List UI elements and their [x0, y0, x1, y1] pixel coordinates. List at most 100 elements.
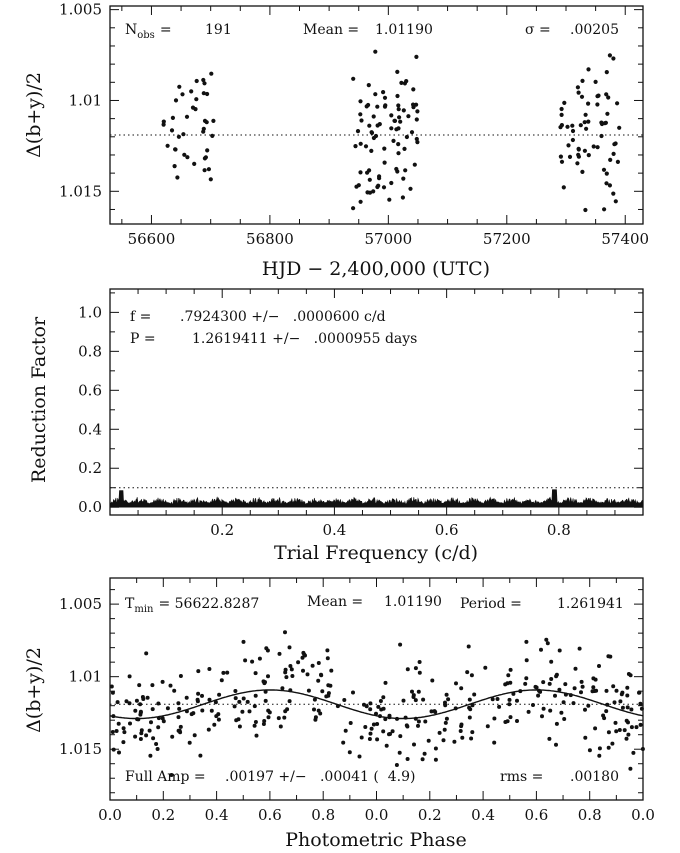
- data-point: [583, 707, 587, 712]
- data-point: [290, 674, 295, 678]
- data-point: [116, 721, 121, 726]
- panel3-amp-label: Full Amp =: [125, 769, 206, 785]
- data-point: [576, 90, 581, 95]
- data-point: [173, 147, 178, 152]
- data-point: [261, 679, 266, 684]
- data-point: [207, 697, 212, 702]
- panel3-mean-label: Mean =: [307, 594, 363, 610]
- data-point: [593, 677, 598, 682]
- data-point: [614, 688, 619, 693]
- data-point: [384, 743, 389, 748]
- data-point: [359, 118, 364, 123]
- data-point: [508, 715, 513, 720]
- data-point: [503, 682, 508, 687]
- data-point: [137, 683, 142, 688]
- data-point: [264, 646, 269, 651]
- data-point: [172, 164, 177, 169]
- x-tick-label: 0.6: [435, 521, 459, 539]
- data-point: [369, 130, 374, 135]
- data-point: [541, 680, 546, 685]
- data-point: [460, 735, 465, 740]
- data-point: [209, 71, 214, 76]
- data-point: [165, 143, 170, 148]
- data-point: [416, 719, 421, 724]
- data-point: [541, 706, 546, 711]
- data-point: [156, 725, 161, 730]
- data-point: [193, 107, 198, 112]
- x-tick-label: 0.8: [578, 806, 602, 824]
- data-point: [253, 671, 258, 676]
- data-point: [394, 763, 399, 767]
- data-point: [580, 169, 585, 174]
- data-point: [194, 97, 199, 102]
- data-point: [369, 726, 374, 731]
- data-point: [531, 703, 535, 707]
- panel2-frame: [109, 288, 644, 516]
- data-point: [325, 648, 330, 653]
- data-point: [414, 117, 419, 122]
- data-point: [604, 70, 609, 75]
- data-point: [497, 704, 502, 709]
- data-point: [507, 702, 512, 707]
- data-point: [544, 637, 549, 642]
- data-point: [187, 740, 192, 745]
- data-point: [144, 733, 149, 738]
- data-point: [611, 191, 616, 196]
- data-point: [377, 174, 382, 179]
- data-point: [351, 76, 356, 81]
- data-point: [524, 658, 529, 663]
- data-point: [300, 655, 305, 660]
- data-point: [240, 709, 245, 714]
- data-point: [348, 721, 353, 725]
- data-point: [363, 725, 368, 729]
- data-point: [524, 639, 529, 644]
- data-point: [253, 720, 258, 724]
- x-tick-label: 0.8: [311, 806, 335, 824]
- data-point: [367, 190, 373, 195]
- data-point: [599, 133, 604, 139]
- panel1-nobs-value: 191: [205, 22, 232, 38]
- data-point: [597, 746, 602, 751]
- data-point: [576, 146, 581, 151]
- data-point: [138, 712, 143, 717]
- data-point: [381, 185, 387, 190]
- data-point: [124, 699, 129, 704]
- data-point: [554, 674, 559, 679]
- panel3-points: [109, 630, 645, 777]
- panel3-tmin-label: Tmin = 56622.8287: [125, 596, 259, 615]
- data-point: [430, 678, 435, 683]
- data-point: [364, 704, 369, 709]
- data-point: [567, 154, 573, 159]
- data-point: [420, 757, 425, 762]
- data-point: [607, 183, 613, 188]
- data-point: [586, 703, 591, 708]
- x-tick-label: 0.2: [151, 806, 175, 824]
- data-point: [405, 757, 410, 761]
- data-point: [604, 181, 609, 186]
- data-point: [421, 697, 426, 702]
- data-point: [133, 734, 138, 739]
- data-point: [417, 670, 422, 675]
- y-tick-label: 1.0: [78, 303, 102, 321]
- data-point: [403, 168, 408, 173]
- data-point: [582, 148, 588, 153]
- panel-periodogram: 0.2 0.4 0.6 0.8 0.0 0.2 0.4 0.6 0.8 1.0 f = .7924…: [28, 288, 644, 564]
- data-point: [612, 142, 617, 147]
- x-tick-label: 56600: [128, 230, 176, 248]
- data-point: [553, 693, 557, 698]
- data-point: [178, 674, 183, 678]
- data-point: [414, 136, 419, 142]
- data-point: [411, 693, 416, 698]
- data-point: [283, 670, 288, 675]
- data-point: [262, 719, 267, 723]
- data-point: [233, 689, 238, 693]
- data-point: [388, 732, 392, 736]
- data-point: [413, 666, 418, 671]
- data-point: [185, 155, 190, 160]
- data-point: [523, 681, 528, 686]
- data-point: [607, 53, 613, 58]
- data-point: [483, 665, 488, 670]
- data-point: [371, 135, 376, 141]
- data-point: [169, 128, 175, 133]
- data-point: [140, 695, 145, 699]
